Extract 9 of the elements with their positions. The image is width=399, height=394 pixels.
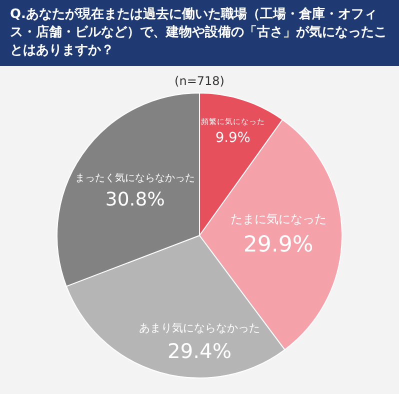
slice-label: あまり気にならなかった bbox=[139, 322, 260, 335]
data-label: 9.9% bbox=[215, 130, 250, 146]
slice-label: まったく気にならなかった bbox=[75, 173, 196, 184]
chart-title: Q.あなたが現在または過去に働いた職場（工場・倉庫・オフィス・店舗・ビルなど）で、建物や設備の「古さ」が気になったことはありますか？ bbox=[0, 0, 399, 66]
slice-label: たまに気になった bbox=[230, 212, 326, 226]
data-label: 29.4% bbox=[167, 338, 232, 363]
data-label: 29.9% bbox=[243, 232, 314, 258]
chart-subtitle: (n=718) bbox=[174, 74, 226, 88]
data-label: 30.8% bbox=[105, 189, 165, 210]
